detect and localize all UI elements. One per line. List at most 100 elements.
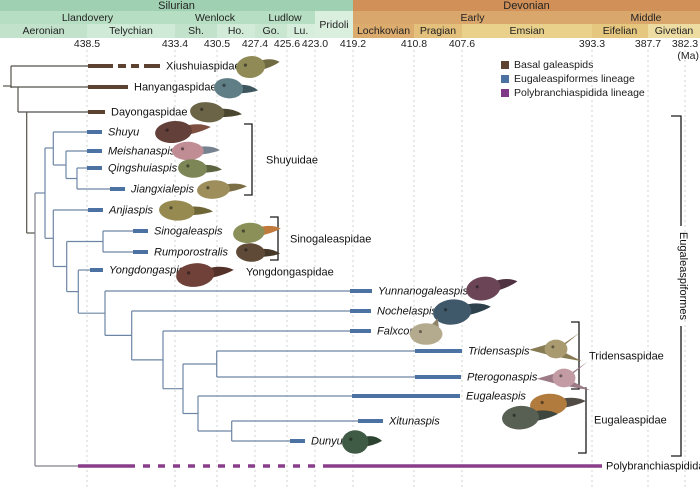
stage-cell-lochkovian: Lochkovian xyxy=(353,24,414,38)
legend-swatch-icon xyxy=(501,61,509,69)
yunnanogaleaspis-fish xyxy=(466,276,518,301)
fish-eye xyxy=(475,285,479,289)
period-cell-silurian: Silurian xyxy=(0,0,353,11)
hanyangaspidae-fish xyxy=(214,78,258,99)
taxon-label: Meishanaspis xyxy=(108,146,176,158)
taxon-label: Yunnanogaleaspis xyxy=(378,286,469,298)
clade-bracket-eugaleaspiformes: Eugaleaspiformes xyxy=(671,115,689,457)
stage-cell-sh: Sh. xyxy=(175,24,217,38)
taxon-row: Xitunaspis xyxy=(231,416,440,428)
fish-headshield xyxy=(552,368,576,388)
bracket-line xyxy=(671,115,682,226)
taxon-label: Rumporostralis xyxy=(154,247,228,259)
stage-cell-lu: Lu. xyxy=(287,24,315,38)
taxon-label: Tridensaspis xyxy=(468,346,530,358)
epoch-cell-ludlow: Ludlow xyxy=(255,11,315,24)
taxon-label: Nochelaspis xyxy=(377,306,437,318)
taxon-row: Anjiaspis xyxy=(53,205,154,217)
legend-item: Eugaleaspiformes lineage xyxy=(501,72,645,86)
legend-label: Polybranchiaspidida lineage xyxy=(514,87,645,99)
taxon-label: Anjiaspis xyxy=(108,205,154,217)
boundary-age-label: 438.5 xyxy=(73,38,101,50)
boundary-age-label: 393.3 xyxy=(578,38,606,50)
taxon-row: Qingshuiaspis xyxy=(77,163,178,175)
taxon-row: Jiangxialepis xyxy=(77,184,194,196)
boundary-age-label: 419.2 xyxy=(339,38,367,50)
boundary-age-label: 433.4 xyxy=(161,38,189,50)
bracket-line xyxy=(270,216,279,261)
fish-headshield xyxy=(502,405,539,430)
taxon-label: Polybranchiaspidida xyxy=(606,461,700,473)
clade-bracket-shuyuidae: Shuyuidae xyxy=(244,123,318,196)
boundary-age-label: 423.0 xyxy=(301,38,329,50)
taxon-label: Eugaleaspis xyxy=(466,391,526,403)
fish-headshield xyxy=(544,339,568,359)
bracket-line xyxy=(578,387,587,454)
taxon-row: Rumporostralis xyxy=(103,247,228,259)
taxon-label: Dayongaspidae xyxy=(111,107,187,119)
fish-eye xyxy=(540,400,544,405)
boundary-age-label: 410.8 xyxy=(400,38,428,50)
fish-eye xyxy=(243,63,248,67)
taxon-label: Xitunaspis xyxy=(388,416,440,428)
taxon-row: Shuyu xyxy=(53,127,139,139)
fish-headshield xyxy=(342,430,369,454)
yongdongaspis-fish xyxy=(176,263,234,287)
taxon-row: Eugaleaspis xyxy=(198,391,526,403)
nochelaspis-fish xyxy=(433,299,491,325)
taxon-row: Tridensaspis xyxy=(216,346,530,358)
fish-eye xyxy=(244,248,248,252)
legend-label: Basal galeaspids xyxy=(514,59,594,71)
taxon-label: Jiangxialepis xyxy=(130,184,194,196)
fish-headshield xyxy=(236,243,266,262)
taxon-row: Hanyangaspidae xyxy=(11,82,217,94)
fish-eye xyxy=(186,164,190,168)
boundary-age-label: 407.6 xyxy=(448,38,476,50)
taxon-row: Falxcornus xyxy=(163,326,431,338)
fish-eye xyxy=(206,186,210,190)
fish-eye xyxy=(241,229,245,233)
boundary-age-label: 387.7 xyxy=(634,38,662,50)
fish-headshield xyxy=(178,159,208,178)
taxon-label: Qingshuiaspis xyxy=(108,163,178,175)
clade-bracket-label: Eugaleaspidae xyxy=(594,415,667,427)
clade-label: Yongdongaspidae xyxy=(246,267,334,279)
taxon-label: Hanyangaspidae xyxy=(134,82,217,94)
stage-cell-aeronian: Aeronian xyxy=(0,24,87,38)
fish-eye xyxy=(559,374,563,378)
stage-cell-givetian: Givetian xyxy=(648,24,700,38)
bracket-line xyxy=(671,326,682,457)
sinogaleaspis-fish xyxy=(233,222,281,244)
fish-eye xyxy=(512,413,516,417)
fish-eye xyxy=(418,330,422,334)
taxon-row: Meishanaspis xyxy=(66,146,176,158)
ma-unit-label: (Ma) xyxy=(677,50,699,62)
lineage-legend: Basal galeaspids Eugaleaspiformes lineage… xyxy=(501,58,645,100)
epoch-cell-middle: Middle xyxy=(592,11,700,24)
taxon-row: Yongdongaspis xyxy=(78,265,185,277)
stage-cell-ho: Ho. xyxy=(217,24,255,38)
dunyu-fish xyxy=(342,430,382,454)
rumporostralis-fish xyxy=(236,243,281,262)
geologic-timescale-header: Silurian Devonian Llandovery Wenlock Ludlow P… xyxy=(0,0,700,50)
taxon-label: Yongdongaspis xyxy=(109,265,185,277)
eugaleaspis-fish xyxy=(530,393,586,416)
taxon-row: Yunnanogaleaspis xyxy=(105,286,469,298)
taxon-row: Sinogaleaspis xyxy=(103,226,223,238)
boundary-age-label: 427.4 xyxy=(241,38,269,50)
pterogonaspis-fish xyxy=(536,361,590,391)
boundary-age-label: 425.6 xyxy=(273,38,301,50)
fish-eye xyxy=(443,308,448,312)
boundary-age-label: 382.3 xyxy=(671,38,699,50)
boundary-age-label: 430.5 xyxy=(203,38,231,50)
fish-eye xyxy=(349,437,353,441)
fish-eye xyxy=(551,345,555,349)
bracket-line xyxy=(571,321,580,390)
fish-headshield xyxy=(233,222,265,244)
fish-headshield xyxy=(433,299,472,325)
fish-headshield xyxy=(197,180,230,199)
fish-headshield xyxy=(172,141,204,161)
clade-bracket-label: Sinogaleaspidae xyxy=(290,234,371,246)
clade-bracket-eugaleaspidae: Eugaleaspidae xyxy=(578,387,667,454)
